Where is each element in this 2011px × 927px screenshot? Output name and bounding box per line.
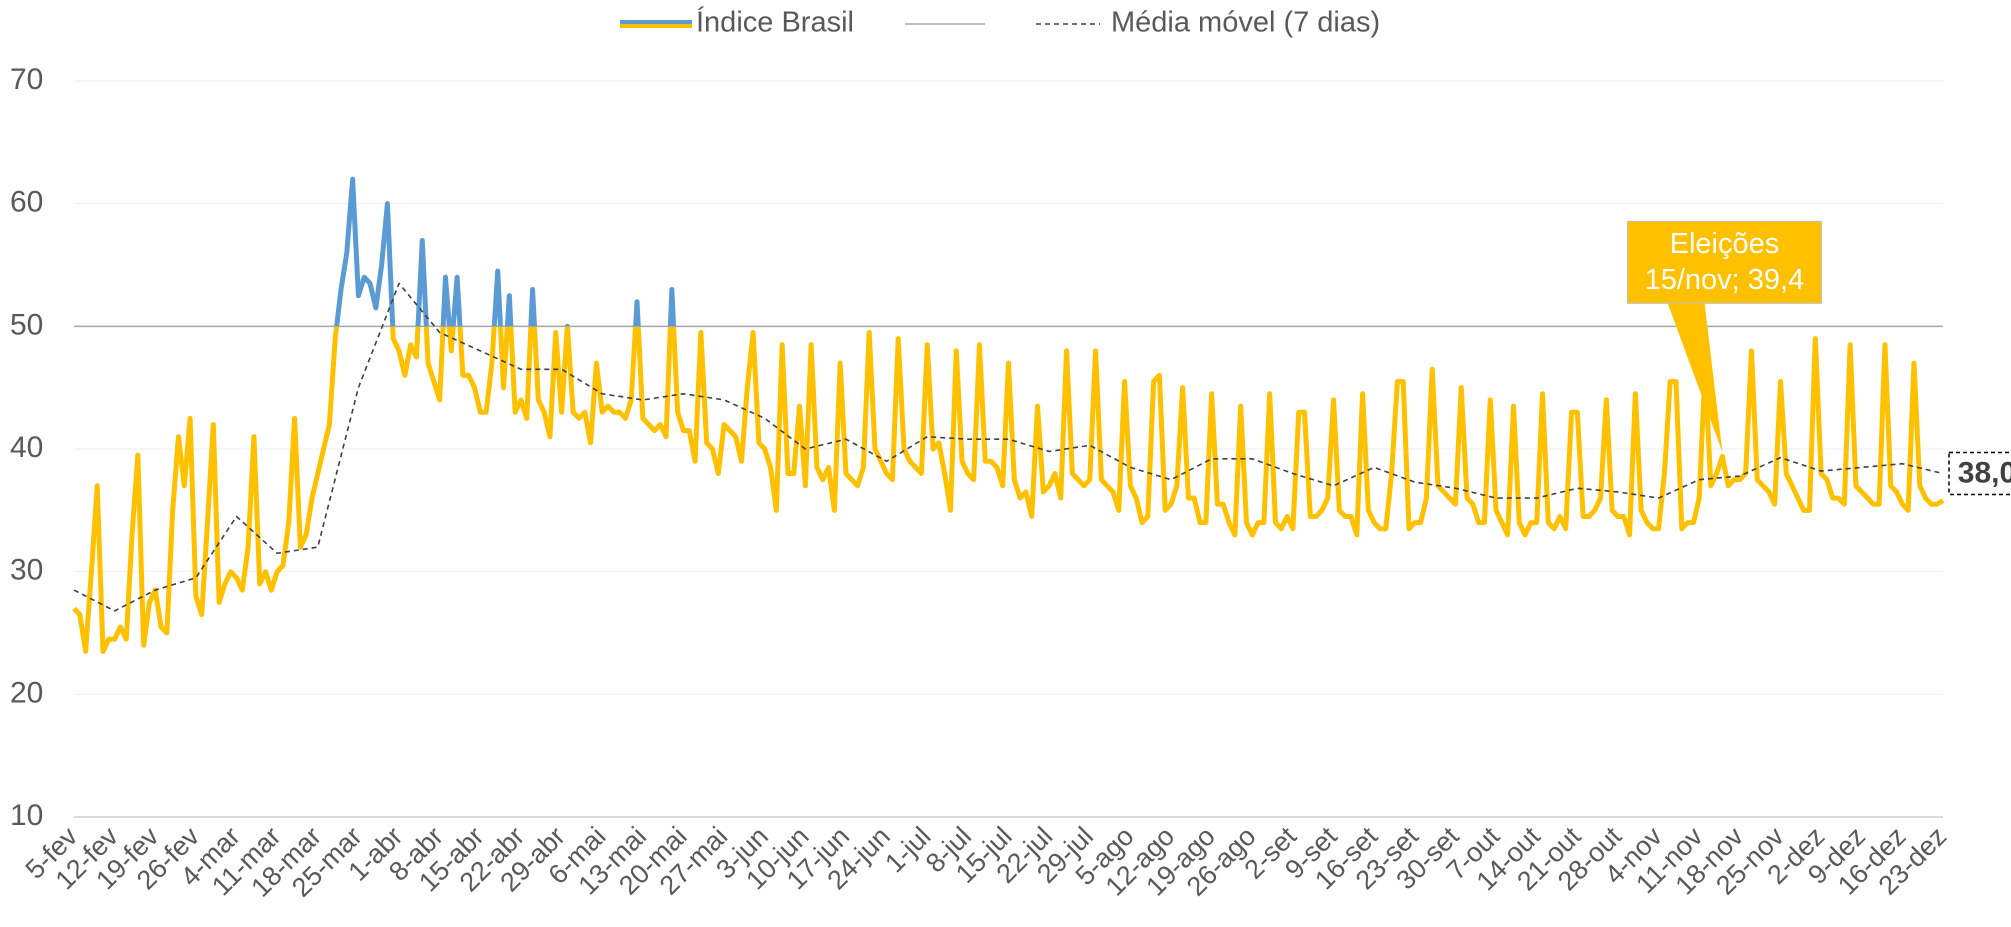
end-label-box — [1948, 451, 2011, 496]
y-tick-label: 10 — [10, 799, 43, 832]
y-tick-label: 20 — [10, 676, 43, 709]
end-label: 38,0 — [1958, 456, 2011, 489]
y-tick-label: 30 — [10, 554, 43, 587]
annotation-pointer — [1667, 302, 1723, 453]
annotation-title: Eleições — [1670, 228, 1780, 260]
series-line — [73, 282, 1944, 612]
y-tick-label: 40 — [10, 431, 43, 464]
legend-label: Média móvel (7 dias) — [1111, 7, 1380, 39]
annotation-label: 15/nov; 39,4 — [1645, 264, 1805, 296]
legend-label: Índice Brasil — [696, 6, 854, 39]
y-tick-label: 60 — [10, 186, 43, 219]
series-line — [72, 176, 1945, 654]
annotation-box — [1626, 220, 1822, 304]
y-tick-label: 50 — [10, 308, 43, 341]
y-tick-label: 70 — [10, 63, 43, 96]
